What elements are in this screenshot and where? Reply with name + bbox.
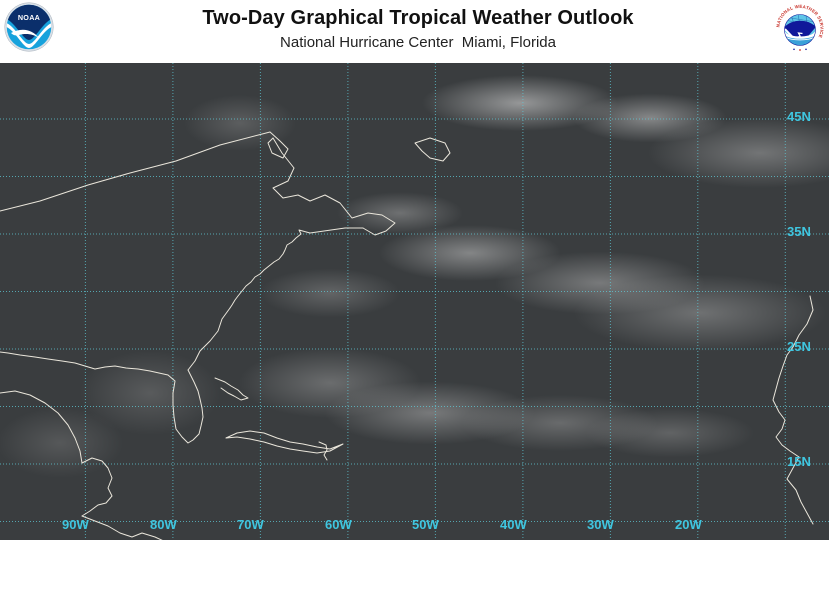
svg-text:NOAA: NOAA bbox=[18, 13, 40, 22]
